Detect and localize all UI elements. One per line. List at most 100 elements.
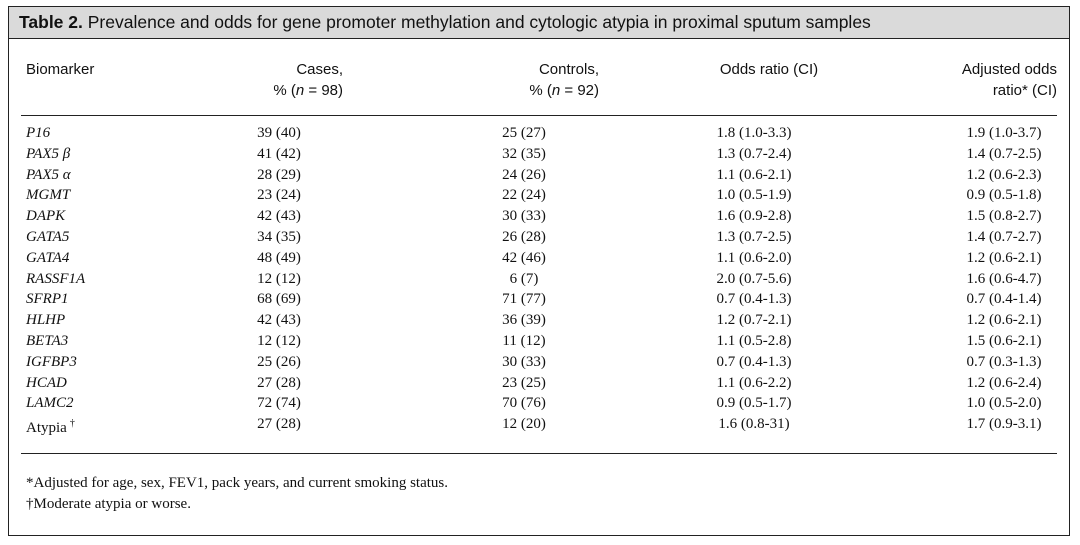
footer-divider (21, 453, 1057, 454)
header-divider (21, 115, 1057, 116)
cell-controls: 71 (77) (502, 291, 546, 308)
table-row: MGMT 23 (24) 22 (24) 1.0 (0.5-1.9) 0.9 (0.5-… (9, 185, 1069, 206)
cell-adjusted-odds-ratio: 1.4 (0.7-2.5) (966, 145, 1042, 162)
cell-cases: 27 (28) (257, 416, 301, 433)
table-row: BETA3 12 (12) 11 (12) 1.1 (0.5-2.8) 1.5 (0.6… (9, 331, 1069, 352)
cell-odds-ratio: 1.1 (0.5-2.8) (716, 332, 792, 349)
table-row: P16 39 (40) 25 (27) 1.8 (1.0-3.3) 1.9 (1.0-3… (9, 123, 1069, 144)
cell-biomarker: PAX5 α (26, 166, 71, 183)
cell-adjusted-odds-ratio: 0.7 (0.4-1.4) (966, 291, 1042, 308)
cell-adjusted-odds-ratio: 1.7 (0.9-3.1) (966, 416, 1042, 433)
table-label: Table 2. (19, 12, 83, 32)
cell-controls: 25 (27) (502, 125, 546, 141)
cell-biomarker: P16 (26, 125, 51, 141)
cell-cases: 41 (42) (257, 145, 301, 162)
cell-cases: 34 (35) (257, 228, 301, 245)
cell-biomarker: GATA5 (26, 228, 70, 245)
cell-biomarker: HLHP (26, 312, 66, 329)
cell-biomarker: MGMT (26, 187, 71, 204)
table-row: PAX5 α 28 (29) 24 (26) 1.1 (0.6-2.1) 1.2 (0.… (9, 165, 1069, 186)
cell-controls: 30 (33) (502, 208, 546, 225)
cell-odds-ratio: 1.1 (0.6-2.0) (716, 249, 792, 266)
cell-biomarker: BETA3 (26, 332, 69, 349)
cell-cases: 39 (40) (257, 125, 301, 141)
cell-biomarker: DAPK (26, 208, 66, 225)
cell-biomarker: GATA4 (26, 249, 70, 266)
cell-biomarker: HCAD (26, 374, 67, 391)
cell-adjusted-odds-ratio: 0.9 (0.5-1.8) (966, 187, 1042, 204)
footnote-adjusted: *Adjusted for age, sex, FEV1, pack years… (26, 475, 448, 491)
cell-controls: 11 (12) (502, 332, 546, 349)
cell-adjusted-odds-ratio: 1.6 (0.6-4.7) (966, 270, 1042, 287)
cell-controls: 36 (39) (502, 312, 546, 329)
cell-adjusted-odds-ratio: 1.9 (1.0-3.7) (966, 125, 1042, 141)
dagger-mark: † (69, 418, 75, 430)
cell-biomarker: Atypia † (26, 418, 75, 437)
header-biomarker: Biomarker (26, 61, 95, 78)
header-cases: Cases, % (n = 98) (273, 61, 343, 99)
cell-cases: 42 (43) (257, 312, 301, 329)
table-row: RASSF1A 12 (12) 6 (7) 2.0 (0.7-5.6) 1.6 (0.6… (9, 269, 1069, 290)
table-row: HLHP 42 (43) 36 (39) 1.2 (0.7-2.1) 1.2 (0.6-… (9, 310, 1069, 331)
table-row: PAX5 β 41 (42) 32 (35) 1.3 (0.7-2.4) 1.4 (0.… (9, 144, 1069, 165)
table-row: IGFBP3 25 (26) 30 (33) 0.7 (0.4-1.3) 0.7 (0.… (9, 352, 1069, 373)
cell-controls: 23 (25) (502, 374, 546, 391)
table-row: DAPK 42 (43) 30 (33) 1.6 (0.9-2.8) 1.5 (0.8-… (9, 206, 1069, 227)
header-odds-ratio: Odds ratio (CI) (719, 61, 819, 78)
table-row: SFRP1 68 (69) 71 (77) 0.7 (0.4-1.3) 0.7 (0.4… (9, 289, 1069, 310)
cell-adjusted-odds-ratio: 1.2 (0.6-2.4) (966, 374, 1042, 391)
cell-odds-ratio: 1.2 (0.7-2.1) (716, 312, 792, 329)
cell-cases: 48 (49) (257, 249, 301, 266)
cell-controls: 24 (26) (502, 166, 546, 183)
cell-adjusted-odds-ratio: 1.2 (0.6-2.1) (966, 312, 1042, 329)
cell-adjusted-odds-ratio: 1.0 (0.5-2.0) (966, 395, 1042, 412)
cell-controls: 12 (20) (502, 416, 546, 433)
table-title: Prevalence and odds for gene promoter me… (87, 12, 871, 32)
cell-cases: 72 (74) (257, 395, 301, 412)
table-row: GATA4 48 (49) 42 (46) 1.1 (0.6-2.0) 1.2 (0.6… (9, 248, 1069, 269)
cell-odds-ratio: 1.1 (0.6-2.1) (716, 166, 792, 183)
table-row: GATA5 34 (35) 26 (28) 1.3 (0.7-2.5) 1.4 (0.7… (9, 227, 1069, 248)
cell-controls: 22 (24) (502, 187, 546, 204)
cell-biomarker: LAMC2 (26, 395, 74, 412)
cell-biomarker: SFRP1 (26, 291, 69, 308)
cell-odds-ratio: 1.6 (0.8-31) (718, 416, 790, 433)
table-row: LAMC2 72 (74) 70 (76) 0.9 (0.5-1.7) 1.0 (0.5… (9, 393, 1069, 414)
cell-cases: 12 (12) (257, 332, 301, 349)
cell-adjusted-odds-ratio: 0.7 (0.3-1.3) (966, 353, 1042, 370)
cell-odds-ratio: 2.0 (0.7-5.6) (716, 270, 792, 287)
cell-cases: 28 (29) (257, 166, 301, 183)
header-adjusted-odds-ratio: Adjusted odds ratio* (CI) (961, 61, 1057, 99)
cell-biomarker: RASSF1A (26, 270, 86, 287)
cell-controls: 32 (35) (502, 145, 546, 162)
table-title-bar: Table 2. Prevalence and odds for gene pr… (9, 7, 1069, 39)
cell-odds-ratio: 0.9 (0.5-1.7) (716, 395, 792, 412)
table-row: HCAD 27 (28) 23 (25) 1.1 (0.6-2.2) 1.2 (0.6-… (9, 373, 1069, 394)
cell-odds-ratio: 1.0 (0.5-1.9) (716, 187, 792, 204)
cell-odds-ratio: 1.3 (0.7-2.5) (716, 228, 792, 245)
cell-controls: 26 (28) (502, 228, 546, 245)
table-frame: Table 2. Prevalence and odds for gene pr… (8, 6, 1070, 536)
cell-cases: 68 (69) (257, 291, 301, 308)
cell-controls: 30 (33) (502, 353, 546, 370)
cell-odds-ratio: 1.6 (0.9-2.8) (716, 208, 792, 225)
table-row: Atypia † 27 (28) 12 (20) 1.6 (0.8-31) 1.7 (0.… (9, 414, 1069, 436)
cell-cases: 12 (12) (257, 270, 301, 287)
cell-adjusted-odds-ratio: 1.4 (0.7-2.7) (966, 228, 1042, 245)
cell-controls: 70 (76) (502, 395, 546, 412)
cell-adjusted-odds-ratio: 1.5 (0.6-2.1) (966, 332, 1042, 349)
footnote-atypia: †Moderate atypia or worse. (26, 496, 191, 512)
cell-odds-ratio: 1.3 (0.7-2.4) (716, 145, 792, 162)
cell-biomarker: IGFBP3 (26, 353, 77, 370)
cell-cases: 25 (26) (257, 353, 301, 370)
cell-biomarker: PAX5 β (26, 145, 71, 162)
cell-cases: 42 (43) (257, 208, 301, 225)
cell-adjusted-odds-ratio: 1.5 (0.8-2.7) (966, 208, 1042, 225)
cell-odds-ratio: 1.8 (1.0-3.3) (716, 125, 792, 141)
cell-cases: 23 (24) (257, 187, 301, 204)
cell-odds-ratio: 1.1 (0.6-2.2) (716, 374, 792, 391)
cell-cases: 27 (28) (257, 374, 301, 391)
header-controls: Controls, % (n = 92) (529, 61, 599, 99)
table-body: P16 39 (40) 25 (27) 1.8 (1.0-3.3) 1.9 (1.0-3… (9, 123, 1069, 436)
cell-adjusted-odds-ratio: 1.2 (0.6-2.3) (966, 166, 1042, 183)
